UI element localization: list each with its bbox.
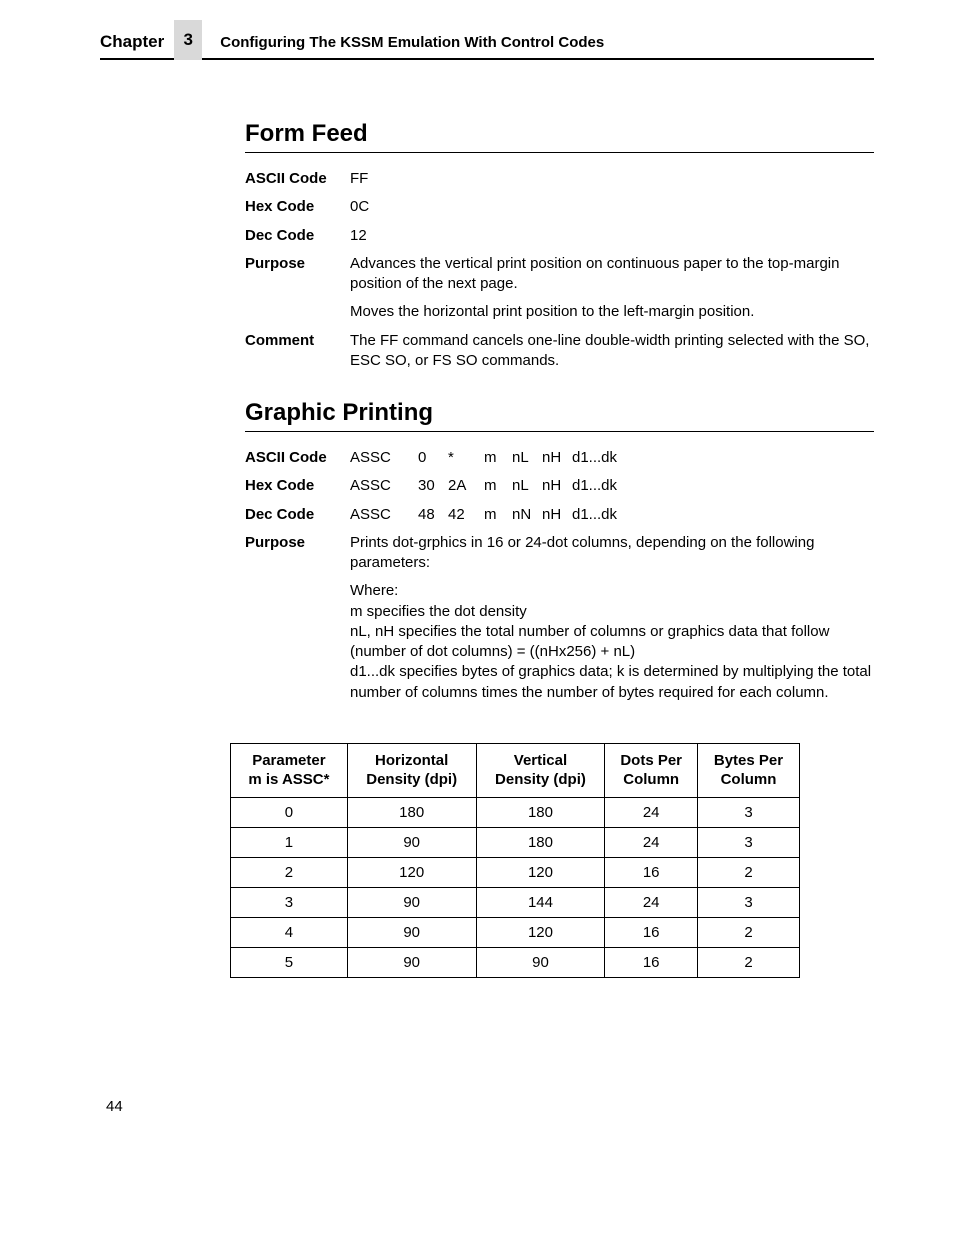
table-cell: 2 [697, 948, 799, 978]
table-row: 390144243 [231, 888, 800, 918]
table-cell: 0 [231, 798, 348, 828]
table-cell: 2 [697, 858, 799, 888]
table-cell: 120 [476, 918, 605, 948]
code-row: ASCII CodeASSC0*mnLnHd1...dk [245, 448, 874, 468]
table-cell: 4 [231, 918, 348, 948]
table-header-cell: VerticalDensity (dpi) [476, 743, 605, 798]
where-label: Where: [350, 581, 874, 601]
table-row: 59090162 [231, 948, 800, 978]
table-cell: 16 [605, 948, 698, 978]
definition-row: ASCII CodeFF [245, 169, 874, 189]
table-cell: 3 [697, 798, 799, 828]
table-cell: 90 [347, 948, 476, 978]
definition-row: PurposeAdvances the vertical print posit… [245, 254, 874, 295]
table-cell: 5 [231, 948, 348, 978]
where-block: Where: m specifies the dot densitynL, nH… [350, 581, 874, 703]
definition-label: Comment [245, 331, 350, 372]
page: Chapter 3 Configuring The KSSM Emulation… [0, 0, 954, 1155]
code-row-label: Dec Code [245, 505, 350, 525]
definition-value: Moves the horizontal print position to t… [350, 302, 874, 322]
definition-row: xMoves the horizontal print position to … [245, 302, 874, 322]
table-cell: 24 [605, 888, 698, 918]
code-row-value: ASSC0*mnLnHd1...dk [350, 448, 874, 468]
table-cell: 24 [605, 798, 698, 828]
table-cell: 120 [476, 858, 605, 888]
table-cell: 90 [347, 888, 476, 918]
code-row: Dec CodeASSC4842mnNnHd1...dk [245, 505, 874, 525]
section-title-form-feed: Form Feed [245, 120, 874, 153]
definition-label: Purpose [245, 254, 350, 295]
table-row: 0180180243 [231, 798, 800, 828]
table-header-cell: HorizontalDensity (dpi) [347, 743, 476, 798]
chapter-label: Chapter [100, 32, 164, 52]
where-lines: m specifies the dot densitynL, nH specif… [350, 602, 874, 703]
table-row: 190180243 [231, 828, 800, 858]
definition-row: Hex Code0C [245, 197, 874, 217]
definition-value: 12 [350, 226, 874, 246]
code-row-label: ASCII Code [245, 448, 350, 468]
table-cell: 90 [347, 918, 476, 948]
section-title-graphic-printing: Graphic Printing [245, 399, 874, 432]
table-cell: 3 [697, 888, 799, 918]
purpose-label: Purpose [245, 533, 350, 574]
table-cell: 2 [697, 918, 799, 948]
graphic-printing-codes: ASCII CodeASSC0*mnLnHd1...dkHex CodeASSC… [245, 448, 874, 525]
code-row-value: ASSC302AmnLnHd1...dk [350, 476, 874, 496]
table-header-cell: Parameterm is ASSC* [231, 743, 348, 798]
definition-label: ASCII Code [245, 169, 350, 189]
purpose-row: Purpose Prints dot-grphics in 16 or 24-d… [245, 533, 874, 574]
where-line: m specifies the dot density [350, 602, 874, 622]
definition-value: 0C [350, 197, 874, 217]
table-header-cell: Bytes PerColumn [697, 743, 799, 798]
param-table-wrap: Parameterm is ASSC*HorizontalDensity (dp… [230, 743, 874, 979]
definition-value: FF [350, 169, 874, 189]
table-header-row: Parameterm is ASSC*HorizontalDensity (dp… [231, 743, 800, 798]
definition-label: Dec Code [245, 226, 350, 246]
form-feed-definitions: ASCII CodeFFHex Code0CDec Code12PurposeA… [245, 169, 874, 371]
table-cell: 144 [476, 888, 605, 918]
table-cell: 180 [347, 798, 476, 828]
definition-row: CommentThe FF command cancels one-line d… [245, 331, 874, 372]
table-cell: 2 [231, 858, 348, 888]
table-cell: 3 [231, 888, 348, 918]
table-cell: 24 [605, 828, 698, 858]
table-cell: 90 [347, 828, 476, 858]
table-cell: 180 [476, 828, 605, 858]
table-row: 2120120162 [231, 858, 800, 888]
table-cell: 180 [476, 798, 605, 828]
definition-value: The FF command cancels one-line double-w… [350, 331, 874, 372]
code-row-value: ASSC4842mnNnHd1...dk [350, 505, 874, 525]
table-cell: 120 [347, 858, 476, 888]
purpose-value: Prints dot-grphics in 16 or 24-dot colum… [350, 533, 874, 574]
where-block-row: x Where: m specifies the dot densitynL, … [245, 581, 874, 703]
table-cell: 3 [697, 828, 799, 858]
chapter-title: Configuring The KSSM Emulation With Cont… [220, 34, 604, 51]
definition-value: Advances the vertical print position on … [350, 254, 874, 295]
code-row-label: Hex Code [245, 476, 350, 496]
table-cell: 16 [605, 918, 698, 948]
chapter-header: Chapter 3 Configuring The KSSM Emulation… [100, 30, 874, 60]
content-body: Form Feed ASCII CodeFFHex Code0CDec Code… [245, 120, 874, 703]
table-cell: 90 [476, 948, 605, 978]
where-line: nL, nH specifies the total number of col… [350, 622, 874, 663]
table-header-cell: Dots PerColumn [605, 743, 698, 798]
param-table: Parameterm is ASSC*HorizontalDensity (dp… [230, 743, 800, 979]
page-number: 44 [106, 1098, 874, 1115]
definition-label: Hex Code [245, 197, 350, 217]
where-line: d1...dk specifies bytes of graphics data… [350, 662, 874, 703]
definition-row: Dec Code12 [245, 226, 874, 246]
table-body: 0180180243190180243212012016239014424349… [231, 798, 800, 978]
code-row: Hex CodeASSC302AmnLnHd1...dk [245, 476, 874, 496]
table-cell: 1 [231, 828, 348, 858]
chapter-number: 3 [174, 20, 202, 60]
table-cell: 16 [605, 858, 698, 888]
table-row: 490120162 [231, 918, 800, 948]
